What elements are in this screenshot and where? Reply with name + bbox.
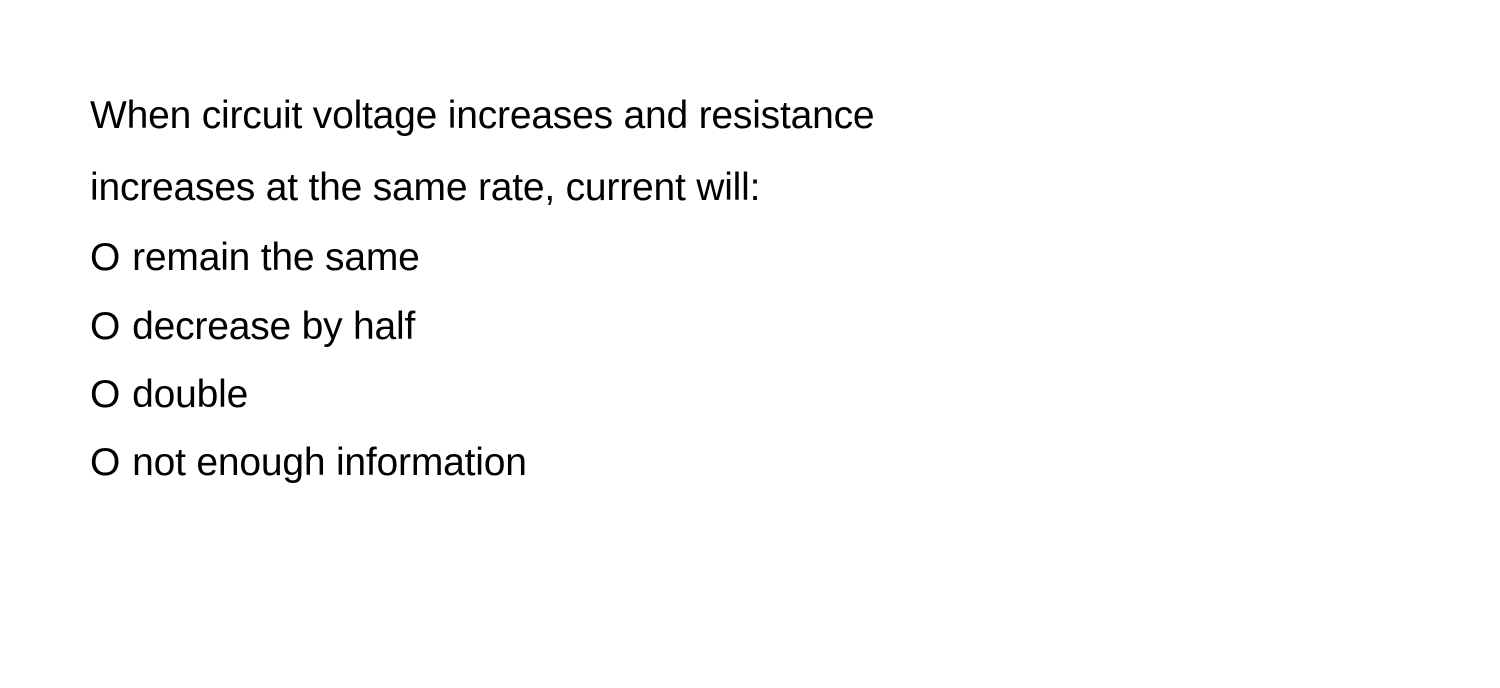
question-container: When circuit voltage increases and resis…	[90, 80, 1410, 497]
option-4[interactable]: O not enough information	[90, 429, 1410, 497]
radio-icon: O	[90, 224, 120, 292]
radio-icon: O	[90, 361, 120, 429]
option-2[interactable]: O decrease by half	[90, 293, 1410, 361]
option-label: double	[132, 361, 248, 429]
option-3[interactable]: O double	[90, 361, 1410, 429]
option-label: decrease by half	[132, 293, 415, 361]
question-prompt: When circuit voltage increases and resis…	[90, 80, 1410, 224]
question-line-2: increases at the same rate, current will…	[90, 166, 760, 209]
option-label: remain the same	[132, 224, 419, 292]
question-line-1: When circuit voltage increases and resis…	[90, 94, 874, 137]
radio-icon: O	[90, 293, 120, 361]
radio-icon: O	[90, 429, 120, 497]
option-1[interactable]: O remain the same	[90, 224, 1410, 292]
option-label: not enough information	[132, 429, 527, 497]
